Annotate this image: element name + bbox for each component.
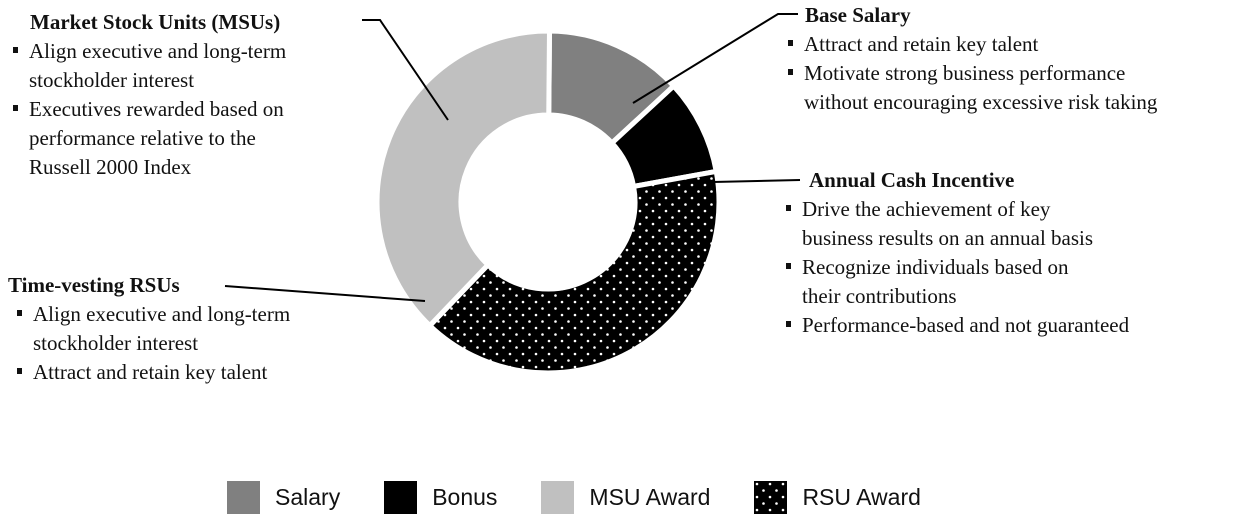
leader-line-msu [362, 19, 449, 121]
annotation-bullet: Align executive and long-term stockholde… [12, 37, 342, 95]
annotation-bullet: Executives rewarded based on performance… [12, 95, 342, 182]
legend-item-bonus: Bonus [384, 480, 498, 514]
legend-label: MSU Award [589, 483, 711, 510]
leader-line-base-salary [632, 13, 798, 104]
annotation-bullet: Performance-based and not guaranteed [785, 311, 1235, 340]
annotation-bullet: Recognize individuals based on their con… [785, 253, 1235, 311]
pie-slice-rsu-award [426, 168, 722, 376]
chart-legend: Salary Bonus MSU Award RSU Award [227, 479, 921, 515]
legend-label: Salary [275, 483, 341, 510]
annotation-bullet: Attract and retain key talent [16, 358, 368, 387]
annotation-base-salary-title: Base Salary [805, 3, 911, 27]
legend-label: Bonus [432, 483, 498, 510]
annotation-time-vesting-rsus: Time-vesting RSUs Align executive and lo… [8, 271, 368, 387]
annotation-bullet: Motivate strong business performance wit… [787, 59, 1237, 117]
leader-line-annual-cash-incentive [712, 179, 801, 183]
legend-swatch-salary [227, 480, 260, 514]
annotation-time-vesting-rsus-title: Time-vesting RSUs [8, 273, 180, 297]
annotation-msu: Market Stock Units (MSUs) Align executiv… [12, 8, 342, 182]
annotation-msu-title: Market Stock Units (MSUs) [30, 10, 281, 34]
legend-swatch-bonus [384, 480, 418, 514]
annotation-base-salary: Base Salary Attract and retain key talen… [787, 1, 1237, 117]
legend-swatch-msu-award [541, 480, 575, 514]
legend-swatch-rsu-award [754, 480, 788, 514]
annotation-annual-cash-incentive-title: Annual Cash Incentive [809, 168, 1015, 192]
legend-item-msu-award: MSU Award [541, 480, 711, 514]
legend-label: RSU Award [802, 483, 921, 510]
legend-item-rsu-award: RSU Award [754, 480, 921, 514]
legend-item-salary: Salary [227, 480, 341, 514]
annotation-annual-cash-incentive: Annual Cash Incentive Drive the achievem… [785, 166, 1235, 340]
leader-line-time-vesting-rsus [224, 285, 426, 302]
annotation-bullet: Attract and retain key talent [787, 30, 1237, 59]
annotation-bullet: Drive the achievement of key business re… [785, 195, 1235, 253]
annotation-bullet: Align executive and long-term stockholde… [16, 300, 368, 358]
pie-slice-msu-award [374, 28, 553, 330]
